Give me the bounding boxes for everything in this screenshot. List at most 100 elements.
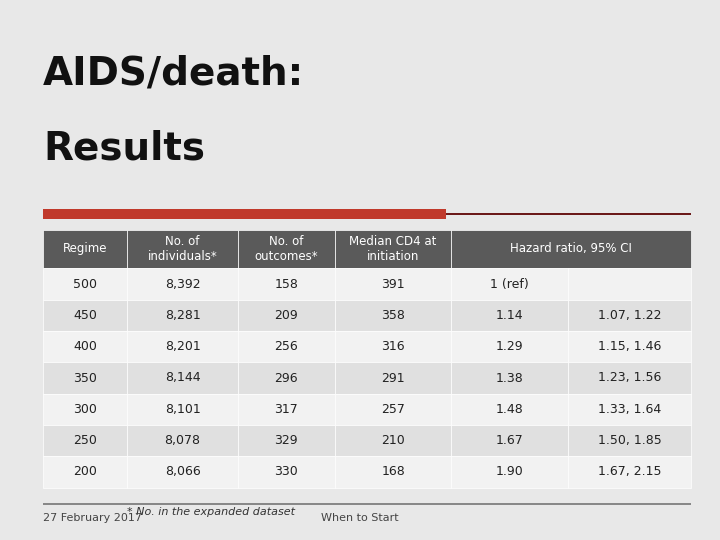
Bar	[451, 331, 568, 362]
Text: 400: 400	[73, 340, 97, 353]
Bar	[335, 425, 451, 456]
Text: 257: 257	[381, 403, 405, 416]
Text: 450: 450	[73, 309, 97, 322]
Text: 329: 329	[274, 434, 298, 447]
Bar	[43, 300, 127, 331]
Text: No. of
individuals*: No. of individuals*	[148, 235, 217, 263]
Bar	[43, 503, 691, 505]
Bar	[238, 425, 335, 456]
Bar	[238, 456, 335, 488]
Bar	[127, 331, 238, 362]
Text: 210: 210	[382, 434, 405, 447]
Bar	[43, 230, 127, 268]
Bar	[238, 300, 335, 331]
Bar	[451, 394, 568, 425]
Bar	[335, 300, 451, 331]
Text: 330: 330	[274, 465, 298, 478]
Text: 350: 350	[73, 372, 97, 384]
Text: 1.15, 1.46: 1.15, 1.46	[598, 340, 662, 353]
Text: 391: 391	[382, 278, 405, 291]
Text: AIDS/death:: AIDS/death:	[43, 54, 305, 92]
Bar	[568, 268, 691, 300]
Bar	[43, 362, 127, 394]
Text: 1.07, 1.22: 1.07, 1.22	[598, 309, 662, 322]
Text: 317: 317	[274, 403, 298, 416]
Text: 27 February 2017: 27 February 2017	[43, 513, 142, 523]
Bar	[335, 331, 451, 362]
Text: 1.33, 1.64: 1.33, 1.64	[598, 403, 661, 416]
Text: 296: 296	[274, 372, 298, 384]
Bar	[451, 425, 568, 456]
Bar	[238, 362, 335, 394]
Text: 8,078: 8,078	[164, 434, 200, 447]
Text: 8,144: 8,144	[165, 372, 200, 384]
Bar	[238, 394, 335, 425]
Text: 300: 300	[73, 403, 97, 416]
Text: 1.29: 1.29	[496, 340, 523, 353]
Bar	[451, 362, 568, 394]
Bar	[43, 213, 691, 215]
Text: 1.38: 1.38	[496, 372, 523, 384]
Text: 1.50, 1.85: 1.50, 1.85	[598, 434, 662, 447]
Text: 1.90: 1.90	[496, 465, 523, 478]
Text: 250: 250	[73, 434, 97, 447]
Bar	[238, 230, 335, 268]
Text: 158: 158	[274, 278, 298, 291]
Bar	[127, 425, 238, 456]
Text: 1.67: 1.67	[496, 434, 523, 447]
Text: No. of
outcomes*: No. of outcomes*	[254, 235, 318, 263]
Bar	[568, 331, 691, 362]
Bar	[43, 394, 127, 425]
Bar	[335, 394, 451, 425]
Bar	[335, 230, 451, 268]
Text: When to Start: When to Start	[321, 513, 399, 523]
Text: 291: 291	[382, 372, 405, 384]
Bar	[568, 300, 691, 331]
Text: 256: 256	[274, 340, 298, 353]
Text: 500: 500	[73, 278, 97, 291]
Bar	[43, 209, 446, 219]
Bar	[335, 362, 451, 394]
Text: 8,392: 8,392	[165, 278, 200, 291]
Text: Median CD4 at
initiation: Median CD4 at initiation	[349, 235, 437, 263]
Bar	[451, 268, 568, 300]
Text: 1 (ref): 1 (ref)	[490, 278, 529, 291]
Bar	[335, 268, 451, 300]
Bar	[127, 362, 238, 394]
Text: 8,066: 8,066	[165, 465, 200, 478]
Bar	[127, 268, 238, 300]
Bar	[451, 456, 568, 488]
Bar	[568, 456, 691, 488]
Bar	[451, 230, 691, 268]
Text: 1.14: 1.14	[496, 309, 523, 322]
Bar	[43, 268, 127, 300]
Bar	[43, 425, 127, 456]
Bar	[43, 456, 127, 488]
Text: 209: 209	[274, 309, 298, 322]
Text: 358: 358	[381, 309, 405, 322]
Text: * No. in the expanded dataset: * No. in the expanded dataset	[127, 507, 295, 517]
Bar	[451, 300, 568, 331]
Text: 1.23, 1.56: 1.23, 1.56	[598, 372, 662, 384]
Text: 8,101: 8,101	[165, 403, 200, 416]
Text: 1.48: 1.48	[496, 403, 523, 416]
Text: 200: 200	[73, 465, 97, 478]
Bar	[127, 300, 238, 331]
Text: 8,281: 8,281	[165, 309, 200, 322]
Bar	[43, 331, 127, 362]
Text: 1.67, 2.15: 1.67, 2.15	[598, 465, 662, 478]
Text: 8,201: 8,201	[165, 340, 200, 353]
Text: Regime: Regime	[63, 242, 107, 255]
Text: 168: 168	[382, 465, 405, 478]
Bar	[238, 331, 335, 362]
Bar	[238, 268, 335, 300]
Bar	[335, 456, 451, 488]
Bar	[568, 362, 691, 394]
Bar	[127, 230, 238, 268]
Text: Hazard ratio, 95% CI: Hazard ratio, 95% CI	[510, 242, 632, 255]
Text: Results: Results	[43, 130, 205, 167]
Bar	[568, 425, 691, 456]
Bar	[127, 456, 238, 488]
Text: 316: 316	[382, 340, 405, 353]
Bar	[568, 394, 691, 425]
